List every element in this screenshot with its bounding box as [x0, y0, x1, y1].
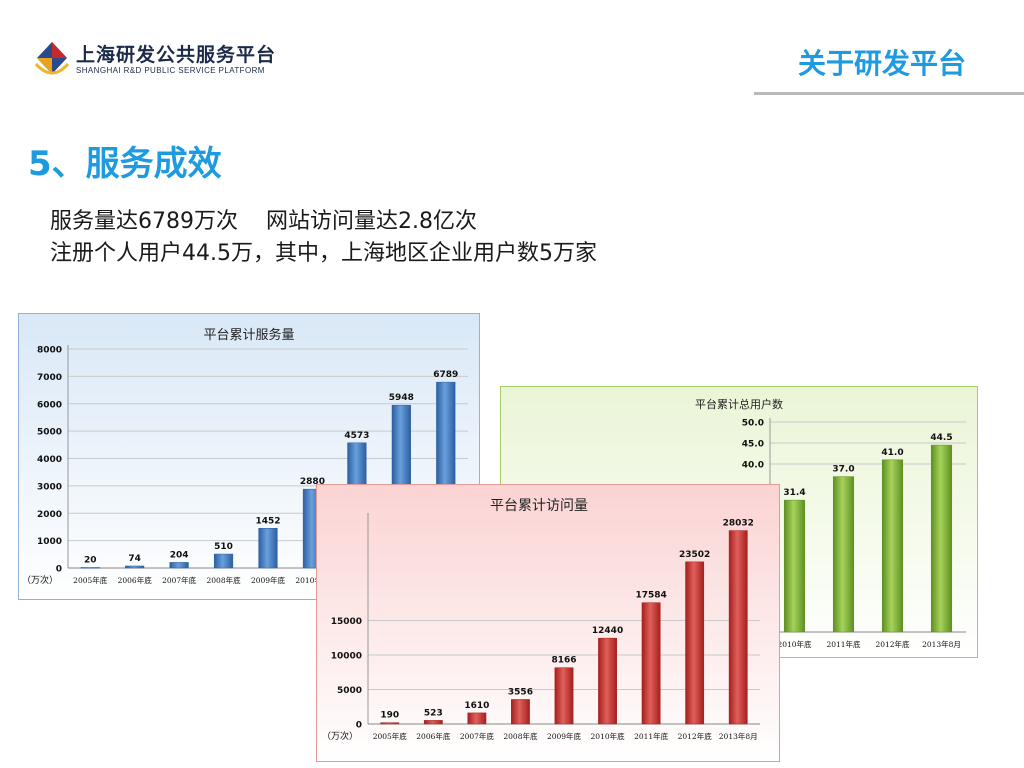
bar-value-label: 523: [424, 708, 443, 718]
diamond-logo-icon: [34, 42, 70, 75]
platform-logo: 上海研发公共服务平台 SHANGHAI R&D PUBLIC SERVICE P…: [34, 38, 284, 82]
bar: [685, 561, 705, 725]
y-tick-label: 6000: [37, 400, 62, 410]
bar-value-label: 1610: [464, 701, 489, 711]
x-tick-label: 2010年底: [591, 731, 626, 741]
section-title: 5、服务成效: [28, 144, 222, 184]
bar-value-label: 8166: [551, 656, 576, 666]
bar-value-label: 12440: [592, 626, 623, 636]
visits-chart: 平台累计访问量 0 5000 10000 15000 190 2005年底 523 2006年底…: [316, 484, 780, 762]
y-tick-label: 8000: [37, 346, 62, 356]
y-tick-label: 5000: [37, 428, 62, 438]
bar-value-label: 17584: [635, 591, 666, 601]
bar-value-label: 510: [214, 542, 233, 552]
bar-value-label: 1452: [255, 516, 280, 526]
y-tick-label: 1000: [37, 537, 62, 547]
x-tick-label: 2008年底: [503, 731, 538, 741]
y-tick-label: 2000: [37, 510, 62, 520]
logo-name-cn: 上海研发公共服务平台: [76, 44, 277, 66]
bar-value-label: 74: [128, 554, 141, 564]
x-tick-label: 2010年底: [295, 575, 330, 585]
header-divider: [754, 92, 1024, 95]
header-title: 关于研发平台: [797, 47, 966, 80]
y-tick-label: 45.0: [742, 440, 764, 450]
y-tick-label: 0: [56, 565, 62, 575]
x-tick-label: 2013年8月: [922, 639, 961, 649]
bar-value-label: 23502: [679, 550, 710, 560]
bar-value-label: 37.0: [832, 465, 854, 475]
y-tick-label: 15000: [331, 617, 362, 627]
bar-value-label: 28032: [723, 519, 754, 529]
bar-value-label: 204: [170, 550, 189, 560]
bar: [783, 499, 806, 633]
bar: [881, 459, 904, 633]
x-tick-label: 2006年底: [118, 575, 153, 585]
bar: [554, 667, 574, 725]
y-tick-label: 10000: [331, 652, 362, 662]
chart-title: 平台累计总用户数: [695, 397, 783, 411]
chart-title: 平台累计访问量: [490, 498, 588, 514]
bar: [832, 476, 855, 633]
x-tick-label: 2008年底: [207, 575, 242, 585]
x-tick-label: 2007年底: [162, 575, 197, 585]
bar-value-label: 3556: [508, 687, 533, 697]
summary-line-1: 服务量达6789万次 网站访问量达2.8亿次: [50, 206, 597, 238]
unit-label: （万次）: [22, 574, 58, 586]
x-tick-label: 2010年底: [777, 639, 812, 649]
y-tick-label: 0: [356, 721, 362, 731]
bar: [511, 699, 530, 725]
visits-chart-svg: 平台累计访问量 0 5000 10000 15000 190 2005年底 523 2006年底…: [316, 484, 780, 762]
y-tick-label: 5000: [337, 686, 362, 696]
bar-value-label: 2880: [300, 477, 325, 487]
bar-value-label: 5948: [389, 393, 414, 403]
x-tick-label: 2005年底: [373, 731, 408, 741]
y-tick-label: 4000: [37, 455, 62, 465]
bar: [258, 528, 278, 569]
bar: [728, 530, 748, 725]
summary-line-2: 注册个人用户44.5万，其中，上海地区企业用户数5万家: [50, 241, 597, 266]
bar: [641, 602, 661, 725]
bar: [80, 567, 100, 569]
logo-name-en: SHANGHAI R&D PUBLIC SERVICE PLATFORM: [76, 66, 265, 75]
bar: [423, 720, 443, 725]
x-tick-label: 2007年底: [460, 731, 495, 741]
chart-title: 平台累计服务量: [203, 327, 294, 343]
summary-site-visits: 网站访问量达2.8亿次: [266, 209, 477, 234]
y-tick-label: 3000: [37, 482, 62, 492]
bar: [125, 565, 145, 569]
bar-value-label: 20: [84, 555, 97, 565]
bar-value-label: 190: [380, 711, 399, 721]
unit-label: （万次）: [322, 730, 358, 742]
bar: [598, 637, 617, 725]
bar-value-label: 41.0: [881, 448, 903, 458]
x-tick-label: 2009年底: [547, 731, 582, 741]
y-tick-label: 7000: [37, 373, 62, 383]
summary-text: 服务量达6789万次 网站访问量达2.8亿次 注册个人用户44.5万，其中，上海地…: [50, 206, 597, 270]
y-tick-label: 50.0: [742, 419, 764, 429]
bar: [467, 712, 487, 725]
bar-value-label: 6789: [433, 370, 458, 380]
bar-value-label: 44.5: [930, 433, 952, 443]
bar: [169, 562, 189, 569]
x-tick-label: 2005年底: [73, 575, 108, 585]
bar: [213, 553, 234, 569]
x-tick-label: 2012年底: [678, 731, 713, 741]
bar: [380, 722, 400, 725]
x-tick-label: 2011年底: [826, 639, 861, 649]
y-tick-label: 40.0: [742, 461, 764, 471]
bar-value-label: 31.4: [783, 488, 805, 498]
summary-service-volume: 服务量达6789万次: [50, 209, 238, 234]
x-tick-label: 2012年底: [875, 639, 910, 649]
bar: [930, 444, 953, 633]
bar-value-label: 4573: [344, 431, 369, 441]
x-tick-label: 2006年底: [416, 731, 451, 741]
x-tick-label: 2013年8月: [719, 731, 758, 741]
x-tick-label: 2009年底: [251, 575, 286, 585]
x-tick-label: 2011年底: [634, 731, 669, 741]
